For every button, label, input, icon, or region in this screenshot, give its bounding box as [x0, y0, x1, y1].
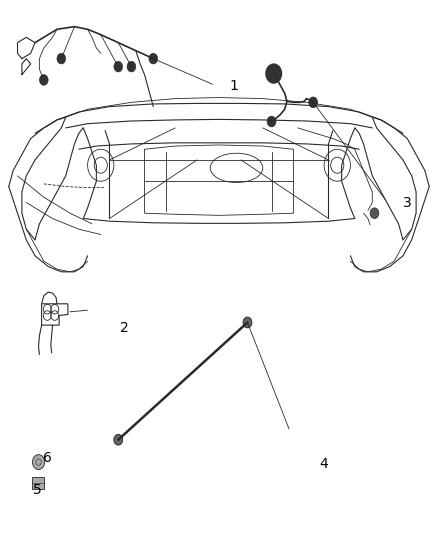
- Circle shape: [127, 61, 136, 72]
- Text: 2: 2: [120, 321, 129, 335]
- Circle shape: [39, 75, 48, 85]
- Circle shape: [57, 53, 66, 64]
- Text: 6: 6: [43, 451, 52, 465]
- Circle shape: [114, 434, 123, 445]
- Circle shape: [243, 317, 252, 328]
- Circle shape: [309, 97, 318, 108]
- FancyBboxPatch shape: [32, 477, 44, 489]
- Circle shape: [114, 61, 123, 72]
- Text: 1: 1: [230, 79, 239, 93]
- Circle shape: [267, 116, 276, 127]
- Circle shape: [32, 455, 45, 470]
- Circle shape: [370, 208, 379, 219]
- Text: 4: 4: [320, 457, 328, 471]
- Text: 3: 3: [403, 196, 412, 209]
- Circle shape: [266, 64, 282, 83]
- Text: 5: 5: [33, 483, 42, 497]
- Circle shape: [149, 53, 158, 64]
